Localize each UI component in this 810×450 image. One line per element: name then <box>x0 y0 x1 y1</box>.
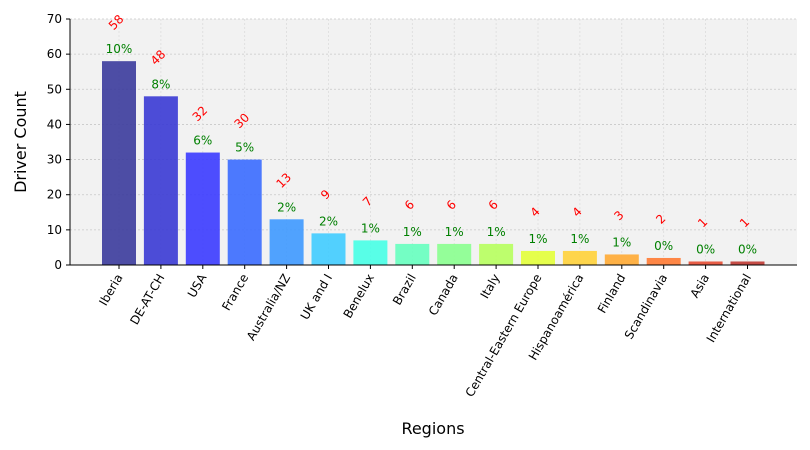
percent-label: 1% <box>570 232 589 246</box>
x-tick-label: Benelux <box>341 272 377 321</box>
x-tick-label: Asia <box>687 272 712 301</box>
percent-label: 1% <box>361 221 380 235</box>
percent-label: 8% <box>151 77 170 91</box>
percent-label: 1% <box>403 225 422 239</box>
bar <box>395 243 430 265</box>
percent-label: 1% <box>487 225 506 239</box>
bar <box>353 240 388 265</box>
percent-label: 1% <box>528 232 547 246</box>
bar <box>269 219 304 265</box>
y-tick-label: 10 <box>47 223 62 237</box>
y-tick-labels: 0 10 20 30 40 50 60 70 <box>47 12 70 272</box>
bar <box>143 96 178 265</box>
percent-label: 5% <box>235 141 254 155</box>
y-tick-label: 50 <box>47 82 62 96</box>
x-tick-label: France <box>219 272 251 314</box>
bar <box>562 250 597 265</box>
bar <box>730 261 765 265</box>
x-tick-label: International <box>704 272 754 345</box>
bar <box>102 61 136 265</box>
percent-label: 2% <box>277 200 296 214</box>
x-tick-label: UK and I <box>298 272 335 323</box>
y-tick-label: 0 <box>54 258 62 272</box>
percent-label: 10% <box>106 42 133 56</box>
percent-label: 0% <box>696 242 715 256</box>
percent-label: 2% <box>319 214 338 228</box>
y-tick-label: 40 <box>47 117 62 131</box>
percent-label: 1% <box>612 235 631 249</box>
bar <box>437 243 472 265</box>
x-tick-label: Finland <box>595 272 629 316</box>
percent-label: 0% <box>654 239 673 253</box>
bar <box>604 254 639 265</box>
y-tick-label: 20 <box>47 188 62 202</box>
x-tick-label: Central-Eastern Europe <box>463 272 545 400</box>
x-tick-label: Brazil <box>390 272 419 308</box>
y-tick-label: 70 <box>47 12 62 26</box>
percent-label: 1% <box>445 225 464 239</box>
bar <box>227 159 262 265</box>
bar <box>688 261 723 265</box>
percent-label: 6% <box>193 134 212 148</box>
x-tick-label: Australia/NZ <box>244 272 293 343</box>
x-tick-label: Canada <box>426 272 461 319</box>
bar <box>479 243 514 265</box>
bar <box>311 233 346 265</box>
x-tick-label: USA <box>185 271 210 300</box>
bar <box>185 152 220 265</box>
plot-area <box>70 19 797 265</box>
bar <box>521 250 555 265</box>
x-tick-label: Scandinavia <box>622 272 671 342</box>
y-axis-title: Driver Count <box>11 91 30 193</box>
y-tick-label: 30 <box>47 153 62 167</box>
y-tick-label: 60 <box>47 47 62 61</box>
axes <box>69 19 797 266</box>
percent-labels: 10% 8% 6% 5% 2% 2% 1% 1% 1% 1% 1% 1% 1% 0% 0% 0% <box>106 42 757 256</box>
x-tick-label: Iberia <box>96 272 125 309</box>
percent-label: 0% <box>738 242 757 256</box>
x-tick-label: Italy <box>478 272 503 302</box>
bar <box>646 257 681 265</box>
x-axis-title: Regions <box>401 419 464 438</box>
bars <box>102 61 765 265</box>
x-tick-label: DE-AT-CH <box>127 272 167 328</box>
